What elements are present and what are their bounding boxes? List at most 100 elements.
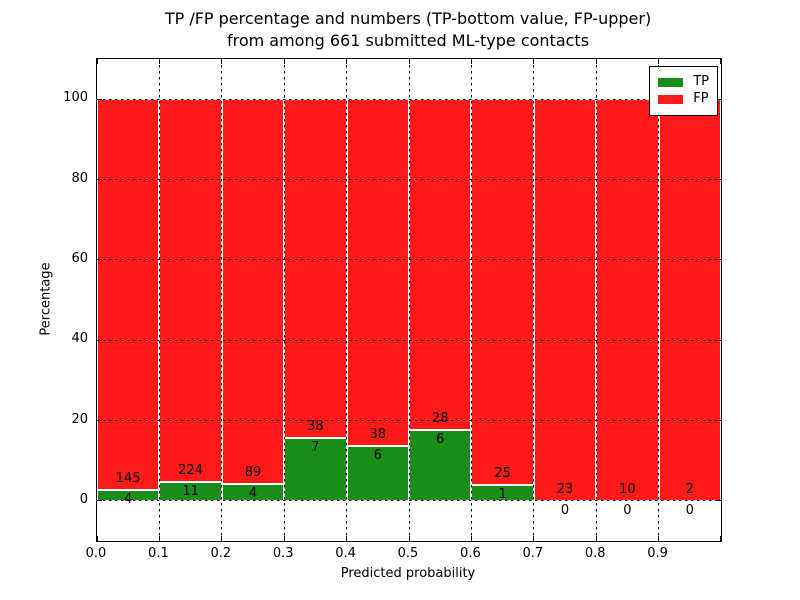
fp-count-label: 28 [431,410,449,426]
gridline-vertical [346,59,348,541]
gridline-horizontal [97,259,721,261]
y-tick-label: 0 [79,491,88,507]
gridline-vertical [470,59,472,541]
x-tick-mark [720,536,721,541]
gridline-vertical [283,59,285,541]
legend-label-fp: FP [693,91,709,106]
y-tick-mark [97,179,102,180]
tp-count-label: 7 [311,440,320,456]
tp-count-label: 0 [623,502,632,518]
fp-count-label: 10 [619,481,636,497]
x-tick-label: 0.7 [522,546,544,561]
plot-area: TP FP 145 4 224 11 89 4 38 7 38 6 28 6 25 1 23 0 10 0 2 0 [96,58,722,542]
x-tick-mark [408,536,410,541]
chart-title: TP /FP percentage and numbers (TP-bottom… [96,8,720,52]
chart-title-line2: from among 661 submitted ML-type contact… [226,31,590,50]
y-tick-mark [716,500,721,502]
y-tick-mark [716,259,721,261]
bar-segment-fp [596,99,659,501]
gridline-horizontal [97,420,721,421]
legend-swatch-fp-icon [658,94,684,104]
bar-segment-fp [409,99,472,430]
bar-segment-fp [658,99,721,501]
y-tick-label: 20 [71,411,88,427]
x-tick-mark [658,536,660,541]
x-tick-label: 0.3 [272,546,294,561]
x-tick-mark [221,536,223,541]
tp-count-label: 0 [560,502,570,518]
y-tick-mark [97,500,102,502]
x-tick-label: 0.8 [584,546,606,561]
x-tick-label: 0.1 [148,546,169,561]
bar-segment-tp [221,483,285,501]
x-tick-mark [533,536,535,541]
gridline-horizontal [97,179,721,180]
y-tick-mark [97,259,102,261]
x-tick-mark [595,536,597,541]
bar-segment-fp [346,99,409,447]
bar-segment-tp [346,446,409,501]
legend-entry-fp: FP [658,92,709,106]
y-axis-label: Percentage [38,262,54,336]
fp-count-label: 38 [307,419,324,435]
bar-segment-fp [159,99,222,483]
x-tick-label: 0.9 [647,546,668,561]
bar-segment-tp [284,438,347,501]
gridline-vertical [533,59,535,541]
x-tick-mark [158,59,160,64]
x-tick-mark [470,59,472,64]
x-axis-label: Predicted probability [340,566,476,581]
bar-segment-tp [409,429,472,501]
tp-count-label: 4 [124,492,133,508]
chart-title-line1: TP /FP percentage and numbers (TP-bottom… [164,9,652,28]
legend: TP FP [649,66,718,116]
gridline-horizontal [97,500,721,502]
gridline-vertical [221,59,223,541]
fp-count-label: 145 [115,471,141,487]
tp-count-label: 1 [498,487,507,503]
gridline-horizontal [97,98,721,100]
legend-entry-tp: TP [658,75,709,89]
x-tick-mark [346,59,348,64]
x-tick-mark [595,59,597,64]
x-tick-mark [346,536,348,541]
tp-count-label: 6 [373,448,382,464]
x-tick-label: 0.0 [85,546,107,561]
bar-segment-fp [97,99,160,491]
y-tick-label: 80 [71,170,88,186]
y-tick-label: 60 [71,250,88,266]
x-tick-mark [533,59,535,64]
tp-count-label: 0 [685,502,694,518]
fp-count-label: 23 [556,481,574,497]
x-tick-mark [658,59,660,64]
x-tick-mark [221,59,223,64]
legend-swatch-tp-icon [658,77,684,87]
y-tick-mark [716,98,721,100]
y-tick-mark [716,179,721,180]
y-tick-mark [97,420,102,421]
legend-label-tp: TP [693,74,709,89]
x-tick-mark [283,536,285,541]
y-tick-mark [716,339,721,341]
x-tick-mark [158,536,160,541]
bar-segment-fp [221,99,285,484]
fp-count-label: 224 [178,463,203,479]
x-tick-mark [470,536,472,541]
x-tick-label: 0.6 [460,546,481,561]
x-tick-mark [720,59,721,64]
gridline-vertical [158,59,160,541]
bar-segment-fp [533,99,597,501]
fp-count-label: 25 [494,466,511,482]
x-tick-mark [408,59,410,64]
fp-count-label: 89 [244,464,262,480]
x-tick-label: 0.2 [210,546,232,561]
y-tick-label: 100 [63,90,88,106]
y-tick-mark [97,98,102,100]
y-tick-label: 40 [71,331,88,347]
y-tick-mark [97,339,102,341]
bar-segment-tp [471,485,534,501]
x-tick-label: 0.4 [335,546,356,561]
gridline-vertical [595,59,597,541]
x-tick-mark [97,536,98,541]
